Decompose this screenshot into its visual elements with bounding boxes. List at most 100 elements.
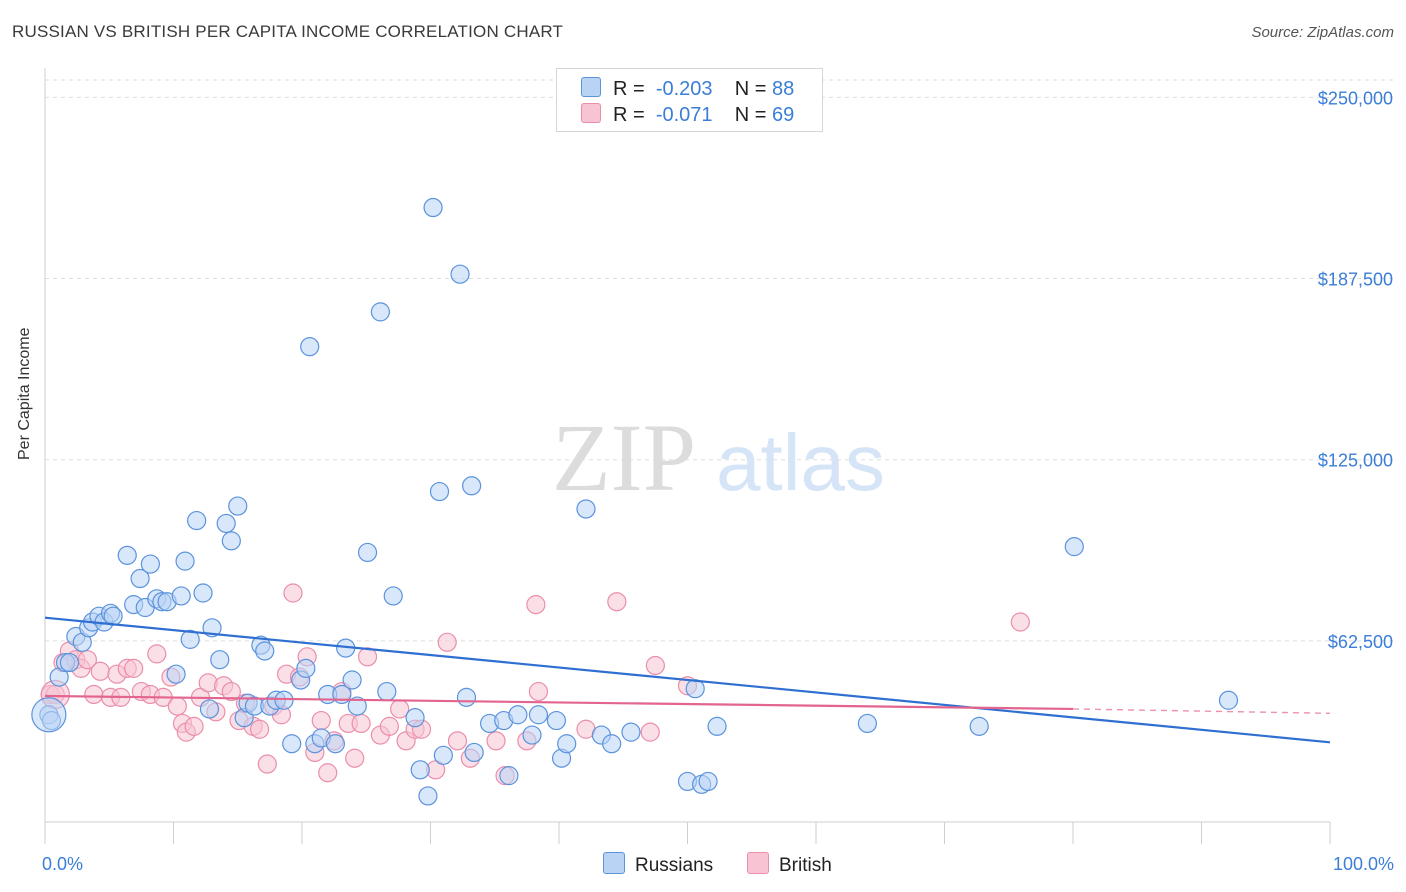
russians-point — [707, 716, 727, 736]
russians-point — [210, 650, 230, 670]
russians-point-large — [31, 697, 67, 733]
russians-point — [166, 664, 186, 684]
russians-point — [969, 716, 989, 736]
russians-point — [546, 710, 567, 731]
british-point — [357, 647, 378, 667]
russians-point — [462, 476, 482, 496]
russians-point — [383, 586, 403, 606]
british-points — [40, 583, 1030, 786]
y-tick-label: $187,500 — [1318, 270, 1393, 290]
british-point — [351, 713, 371, 734]
british-point — [318, 763, 338, 783]
russians-points — [31, 197, 1239, 806]
trend-lines — [44, 616, 1331, 744]
british-point — [526, 595, 546, 615]
british-point — [90, 661, 110, 681]
gridlines — [45, 79, 1394, 642]
british-point — [607, 592, 627, 612]
russians-point — [857, 713, 878, 734]
russians-point — [193, 583, 213, 603]
stats-row-british: R = -0.071 N = 69 — [581, 103, 795, 126]
british-point — [311, 710, 331, 731]
british-point — [645, 655, 665, 676]
y-tick-label: $125,000 — [1318, 451, 1393, 471]
r-value: -0.203 — [655, 78, 713, 100]
y-tick-label: $62,500 — [1328, 632, 1393, 652]
stats-row-russians: R = -0.203 N = 88 — [581, 77, 795, 100]
british-point — [379, 716, 399, 736]
british-point — [345, 748, 365, 768]
russians-point — [255, 641, 275, 661]
russians-point — [140, 554, 160, 574]
n-label: N = — [734, 78, 767, 100]
russians-point — [175, 551, 195, 571]
x-tick-label-max: 100.0% — [1333, 854, 1394, 874]
russians-point — [347, 696, 367, 716]
russians-point — [377, 681, 397, 702]
x-tick-label-min: 0.0% — [42, 854, 83, 874]
russians-point — [187, 510, 207, 531]
british-point — [221, 681, 241, 702]
russians-point — [342, 670, 362, 690]
british-point — [447, 731, 468, 751]
legend-label-russians: Russians — [635, 855, 714, 876]
russians-point — [1064, 537, 1084, 557]
russians-point — [621, 722, 641, 742]
russians-point — [221, 531, 241, 551]
russians-point — [199, 699, 220, 719]
russians-point — [357, 542, 378, 563]
british-point — [528, 681, 549, 702]
russians-point — [429, 481, 450, 502]
source-label: Source: ZipAtlas.com — [1251, 24, 1394, 41]
russians-point — [576, 499, 596, 519]
axes — [44, 68, 1331, 844]
russians-point — [180, 629, 200, 649]
russians-point — [410, 760, 430, 780]
watermark: ZIP atlas — [552, 404, 885, 511]
russians-point — [508, 705, 528, 725]
british-swatch — [581, 103, 601, 123]
russians-point — [557, 734, 577, 754]
russians-point — [59, 652, 80, 673]
russians-point — [464, 742, 484, 763]
russians-point — [499, 766, 519, 786]
n-value: 69 — [772, 104, 795, 126]
russians-swatch — [603, 852, 625, 874]
russians-point — [296, 658, 316, 678]
r-value: -0.071 — [655, 104, 713, 126]
russians-point — [433, 745, 453, 765]
russians-point — [216, 513, 236, 534]
y-tick-label: $250,000 — [1318, 88, 1393, 108]
y-tick-labels: $62,500 $125,000 $187,500 $250,000 — [1318, 88, 1393, 651]
stats-legend: R = -0.203 N = 88 R = -0.071 N = 69 — [556, 68, 823, 132]
british-point — [249, 719, 270, 739]
british-point — [184, 716, 204, 736]
british-point — [1010, 612, 1030, 632]
legend-item-russians[interactable]: Russians — [603, 852, 713, 877]
russians-point — [1218, 690, 1239, 710]
n-label: N = — [734, 104, 767, 126]
russians-point — [522, 725, 542, 745]
british-point — [437, 632, 457, 652]
russians-point — [228, 496, 248, 516]
russians-point — [698, 771, 718, 792]
british-trend-line — [44, 694, 1074, 711]
legend-item-british[interactable]: British — [747, 852, 832, 877]
russians-point — [300, 337, 320, 357]
british-point — [486, 731, 506, 751]
british-point — [167, 696, 187, 716]
british-point — [147, 644, 167, 664]
watermark-zip: ZIP — [552, 404, 696, 511]
russians-point — [418, 786, 438, 806]
russians-point — [325, 734, 346, 754]
british-point — [84, 684, 104, 705]
n-value: 88 — [772, 78, 795, 100]
russians-point — [528, 705, 549, 725]
series-legend: Russians British — [0, 852, 1406, 878]
russians-point — [130, 568, 150, 589]
r-label: R = — [613, 78, 645, 100]
russians-point — [602, 734, 622, 754]
russians-point — [171, 586, 191, 606]
russians-swatch — [581, 77, 601, 97]
